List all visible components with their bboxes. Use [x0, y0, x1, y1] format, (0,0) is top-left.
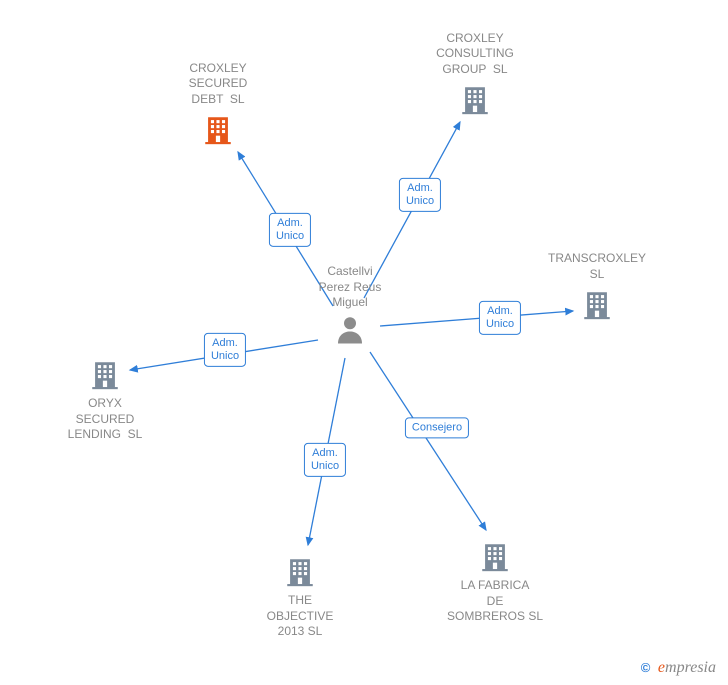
edge-label-la_fabrica: Consejero [405, 417, 469, 438]
company-node-the_objective[interactable] [283, 555, 317, 594]
center-person-label: Castellvi Perez Reus Miguel [300, 264, 400, 311]
edge-label-croxley_secured_debt: Adm. Unico [269, 213, 311, 247]
company-node-croxley_consulting[interactable] [458, 83, 492, 122]
building-icon [458, 83, 492, 122]
brand-first-letter: e [658, 659, 665, 676]
building-icon [88, 358, 122, 397]
edge-label-the_objective: Adm. Unico [304, 443, 346, 477]
brand-rest: mpresia [665, 659, 716, 676]
person-icon [332, 312, 368, 353]
company-node-croxley_secured_debt[interactable] [201, 113, 235, 152]
diagram-canvas: Castellvi Perez Reus Miguel CROXLEY SECU… [0, 0, 728, 685]
company-node-transcroxley[interactable] [580, 288, 614, 327]
edge-label-oryx: Adm. Unico [204, 333, 246, 367]
company-label-la_fabrica: LA FABRICA DE SOMBREROS SL [425, 578, 565, 625]
center-person-node[interactable] [332, 312, 368, 353]
edge-la_fabrica [370, 352, 486, 530]
building-icon [201, 113, 235, 152]
company-label-transcroxley: TRANSCROXLEY SL [527, 251, 667, 282]
company-label-croxley_secured_debt: CROXLEY SECURED DEBT SL [148, 61, 288, 108]
building-icon [478, 540, 512, 579]
edge-transcroxley [380, 311, 573, 326]
building-icon [580, 288, 614, 327]
edge-label-transcroxley: Adm. Unico [479, 301, 521, 335]
company-node-la_fabrica[interactable] [478, 540, 512, 579]
company-node-oryx[interactable] [88, 358, 122, 397]
footer-attribution: © empresia [641, 659, 716, 677]
copyright-symbol: © [641, 660, 651, 675]
company-label-oryx: ORYX SECURED LENDING SL [35, 396, 175, 443]
building-icon [283, 555, 317, 594]
edge-label-croxley_consulting: Adm. Unico [399, 178, 441, 212]
company-label-croxley_consulting: CROXLEY CONSULTING GROUP SL [405, 31, 545, 78]
company-label-the_objective: THE OBJECTIVE 2013 SL [230, 593, 370, 640]
